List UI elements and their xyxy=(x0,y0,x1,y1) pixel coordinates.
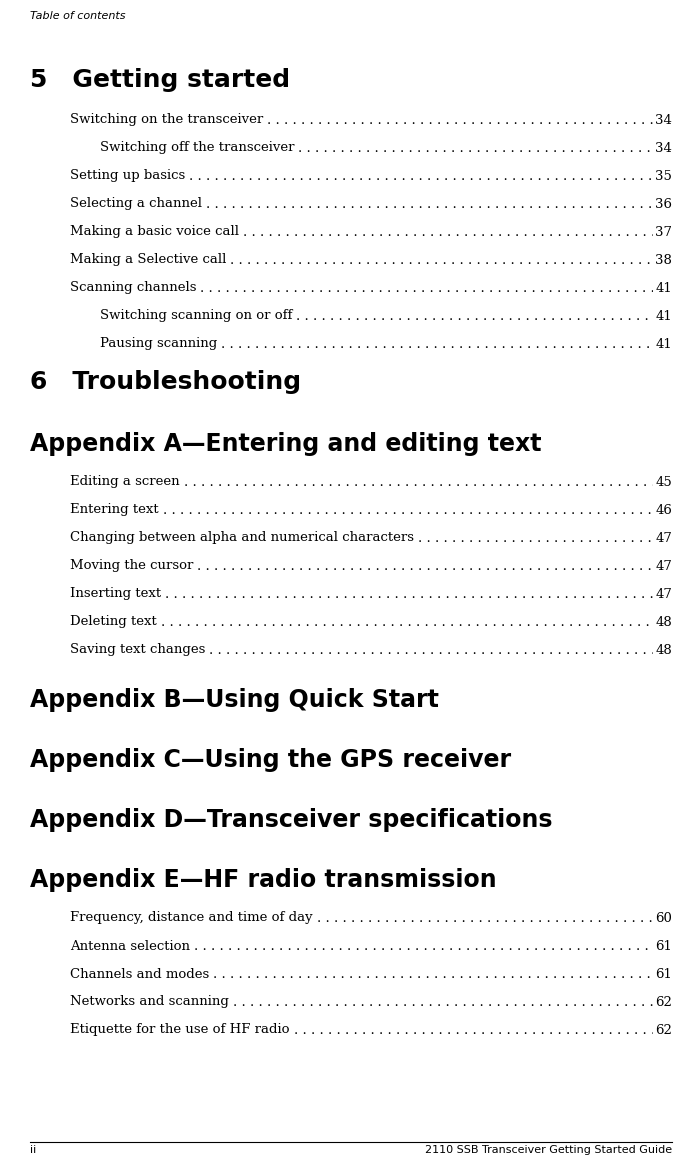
Text: ii: ii xyxy=(30,1145,36,1155)
Text: Appendix C—Using the GPS receiver: Appendix C—Using the GPS receiver xyxy=(30,748,511,772)
Text: . . . . . . . . . . . . . . . . . . . . . . . . . . . . . . . . . . . . . . . . : . . . . . . . . . . . . . . . . . . . . … xyxy=(267,114,700,127)
Text: Scanning channels: Scanning channels xyxy=(70,282,197,294)
Text: . . . . . . . . . . . . . . . . . . . . . . . . . . . . . . . . . . . . . . . . : . . . . . . . . . . . . . . . . . . . . … xyxy=(189,170,700,183)
Text: 2110 SSB Transceiver Getting Started Guide: 2110 SSB Transceiver Getting Started Gui… xyxy=(425,1145,672,1155)
Text: 62: 62 xyxy=(655,1023,672,1036)
Text: Inserting text: Inserting text xyxy=(70,588,161,601)
Text: Pausing scanning: Pausing scanning xyxy=(100,338,217,350)
Text: . . . . . . . . . . . . . . . . . . . . . . . . . . . . . . . . . . . . . . . . : . . . . . . . . . . . . . . . . . . . . … xyxy=(209,644,700,656)
Text: Moving the cursor: Moving the cursor xyxy=(70,560,193,573)
Text: Etiquette for the use of HF radio: Etiquette for the use of HF radio xyxy=(70,1023,290,1036)
Text: Frequency, distance and time of day: Frequency, distance and time of day xyxy=(70,911,313,924)
Text: 47: 47 xyxy=(655,532,672,545)
Text: 60: 60 xyxy=(655,911,672,924)
Text: Appendix D—Transceiver specifications: Appendix D—Transceiver specifications xyxy=(30,808,552,832)
Text: Selecting a channel: Selecting a channel xyxy=(70,198,202,211)
Text: . . . . . . . . . . . . . . . . . . . . . . . . . . . . . . . . . . . . . . . . : . . . . . . . . . . . . . . . . . . . . … xyxy=(316,911,700,924)
Text: Switching off the transceiver: Switching off the transceiver xyxy=(100,142,295,155)
Text: 35: 35 xyxy=(655,170,672,183)
Text: Appendix B—Using Quick Start: Appendix B—Using Quick Start xyxy=(30,688,439,712)
Text: . . . . . . . . . . . . . . . . . . . . . . . . . . . . . . . . . . . . . . . . : . . . . . . . . . . . . . . . . . . . . … xyxy=(296,310,700,322)
Text: 38: 38 xyxy=(655,254,672,267)
Text: Saving text changes: Saving text changes xyxy=(70,644,205,656)
Text: 61: 61 xyxy=(655,967,672,980)
Text: 48: 48 xyxy=(655,616,672,629)
Text: Entering text: Entering text xyxy=(70,504,159,517)
Text: . . . . . . . . . . . . . . . . . . . . . . . . . . . . . . . . . . . . . . . . : . . . . . . . . . . . . . . . . . . . . … xyxy=(162,504,700,517)
Text: . . . . . . . . . . . . . . . . . . . . . . . . . . . . . . . . . . . . . . . . : . . . . . . . . . . . . . . . . . . . . … xyxy=(161,616,700,629)
Text: 45: 45 xyxy=(655,476,672,489)
Text: Channels and modes: Channels and modes xyxy=(70,967,209,980)
Text: 61: 61 xyxy=(655,939,672,952)
Text: . . . . . . . . . . . . . . . . . . . . . . . . . . . . . . . . . . . . . . . . : . . . . . . . . . . . . . . . . . . . . … xyxy=(214,967,700,980)
Text: 47: 47 xyxy=(655,588,672,601)
Text: Appendix E—HF radio transmission: Appendix E—HF radio transmission xyxy=(30,868,496,892)
Text: 34: 34 xyxy=(655,142,672,155)
Text: . . . . . . . . . . . . . . . . . . . . . . . . . . . . . . . . . . . . . . . . : . . . . . . . . . . . . . . . . . . . . … xyxy=(194,939,700,952)
Text: . . . . . . . . . . . . . . . . . . . . . . . . . . . . . . . . . . . . . . . . : . . . . . . . . . . . . . . . . . . . . … xyxy=(200,282,700,294)
Text: . . . . . . . . . . . . . . . . . . . . . . . . . . . . . . . . . . . . . . . . : . . . . . . . . . . . . . . . . . . . . … xyxy=(197,560,700,573)
Text: 41: 41 xyxy=(655,310,672,322)
Text: Changing between alpha and numerical characters: Changing between alpha and numerical cha… xyxy=(70,532,414,545)
Text: . . . . . . . . . . . . . . . . . . . . . . . . . . . . . . . . . . . . . . . . : . . . . . . . . . . . . . . . . . . . . … xyxy=(298,142,700,155)
Text: Appendix A—Entering and editing text: Appendix A—Entering and editing text xyxy=(30,432,542,456)
Text: . . . . . . . . . . . . . . . . . . . . . . . . . . . . . . . . . . . . . . . . : . . . . . . . . . . . . . . . . . . . . … xyxy=(293,1023,700,1036)
Text: 41: 41 xyxy=(655,282,672,294)
Text: Editing a screen: Editing a screen xyxy=(70,476,180,489)
Text: . . . . . . . . . . . . . . . . . . . . . . . . . . . . . . . . . . . . . . . . : . . . . . . . . . . . . . . . . . . . . … xyxy=(165,588,700,601)
Text: Switching on the transceiver: Switching on the transceiver xyxy=(70,114,263,127)
Text: 36: 36 xyxy=(655,198,672,211)
Text: 62: 62 xyxy=(655,995,672,1008)
Text: . . . . . . . . . . . . . . . . . . . . . . . . . . . . . . . . . . . . . . . . : . . . . . . . . . . . . . . . . . . . . … xyxy=(221,338,700,350)
Text: 48: 48 xyxy=(655,644,672,656)
Text: Deleting text: Deleting text xyxy=(70,616,157,629)
Text: 5 Getting started: 5 Getting started xyxy=(30,68,290,92)
Text: Table of contents: Table of contents xyxy=(30,10,125,21)
Text: . . . . . . . . . . . . . . . . . . . . . . . . . . . . . . . . . . . . . . . . : . . . . . . . . . . . . . . . . . . . . … xyxy=(233,995,700,1008)
Text: Making a Selective call: Making a Selective call xyxy=(70,254,226,267)
Text: . . . . . . . . . . . . . . . . . . . . . . . . . . . . . . . . . . . . . . . . : . . . . . . . . . . . . . . . . . . . . … xyxy=(206,198,700,211)
Text: . . . . . . . . . . . . . . . . . . . . . . . . . . . . . . . . . . . . . . . . : . . . . . . . . . . . . . . . . . . . . … xyxy=(243,226,700,239)
Text: 34: 34 xyxy=(655,114,672,127)
Text: Switching scanning on or off: Switching scanning on or off xyxy=(100,310,293,322)
Text: . . . . . . . . . . . . . . . . . . . . . . . . . . . . . . . . . . . . . . . . : . . . . . . . . . . . . . . . . . . . . … xyxy=(183,476,700,489)
Text: 47: 47 xyxy=(655,560,672,573)
Text: 46: 46 xyxy=(655,504,672,517)
Text: . . . . . . . . . . . . . . . . . . . . . . . . . . . . . . . . . . . . . . . . : . . . . . . . . . . . . . . . . . . . . … xyxy=(230,254,700,267)
Text: 6 Troubleshooting: 6 Troubleshooting xyxy=(30,370,301,393)
Text: Setting up basics: Setting up basics xyxy=(70,170,186,183)
Text: 37: 37 xyxy=(655,226,672,239)
Text: Networks and scanning: Networks and scanning xyxy=(70,995,229,1008)
Text: 41: 41 xyxy=(655,338,672,350)
Text: Antenna selection: Antenna selection xyxy=(70,939,190,952)
Text: Making a basic voice call: Making a basic voice call xyxy=(70,226,239,239)
Text: . . . . . . . . . . . . . . . . . . . . . . . . . . . . . . . . . . . . . . . . : . . . . . . . . . . . . . . . . . . . . … xyxy=(418,532,700,545)
